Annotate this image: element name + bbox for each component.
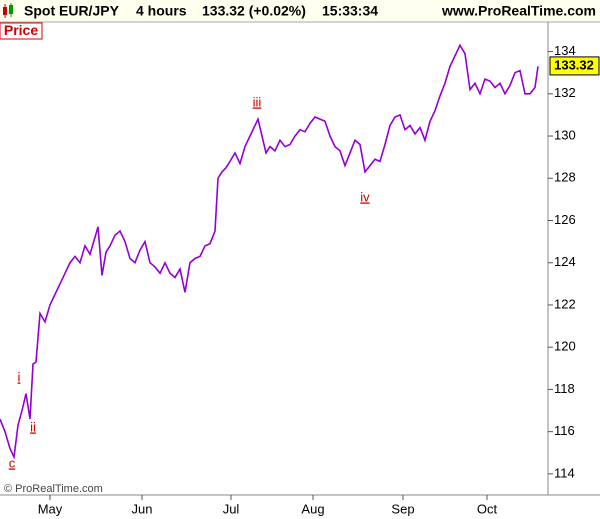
- panel-label: Price: [4, 22, 38, 38]
- copyright: © ProRealTime.com: [4, 483, 103, 495]
- y-tick-label: 124: [554, 254, 576, 269]
- y-tick-label: 126: [554, 212, 576, 227]
- x-tick-label: Jun: [132, 501, 153, 516]
- header-bar: [0, 0, 600, 22]
- x-tick-label: Sep: [391, 501, 414, 516]
- y-tick-label: 122: [554, 296, 576, 311]
- y-tick-label: 128: [554, 170, 576, 185]
- last-price-label: 133.32: [554, 57, 594, 72]
- panel-label-box: [0, 22, 43, 40]
- wave-label: iv: [360, 189, 370, 204]
- quote: 133.32 (+0.02%): [202, 3, 306, 19]
- y-tick-label: 132: [554, 85, 576, 100]
- y-tick-label: 134: [554, 43, 576, 58]
- wave-label: c: [9, 455, 16, 470]
- y-tick-label: 118: [554, 381, 575, 396]
- x-tick-label: Aug: [301, 501, 324, 516]
- candle-icon: [3, 3, 13, 18]
- wave-label: iii: [253, 94, 262, 109]
- last-price-box: [549, 56, 600, 76]
- site: www.ProRealTime.com: [441, 3, 596, 19]
- y-tick-label: 114: [554, 465, 575, 480]
- y-tick-label: 130: [554, 127, 576, 142]
- x-tick-label: Jul: [223, 501, 240, 516]
- instrument: Spot EUR/JPY: [24, 3, 120, 19]
- x-tick-label: Oct: [477, 501, 498, 516]
- y-tick-label: 116: [554, 423, 575, 438]
- x-tick-label: May: [38, 501, 63, 516]
- interval: 4 hours: [136, 3, 187, 19]
- wave-label: ii: [30, 419, 36, 434]
- time: 15:33:34: [322, 3, 378, 19]
- y-tick-label: 120: [554, 339, 576, 354]
- wave-label: i: [18, 369, 21, 384]
- price-line: [0, 43, 539, 460]
